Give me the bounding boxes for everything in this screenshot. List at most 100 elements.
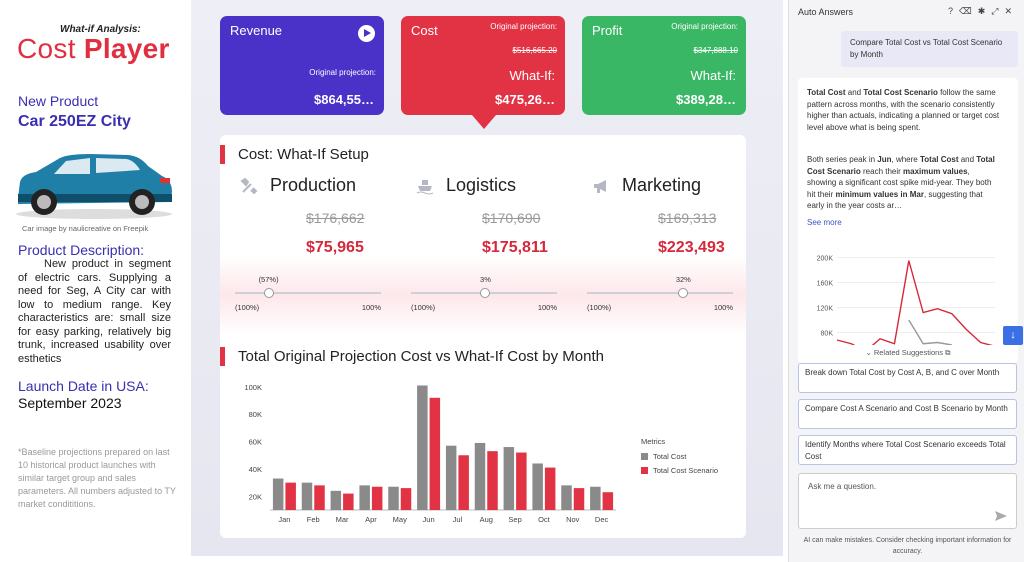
answer-mini-chart: 80K 120K 160K 200K [817, 256, 995, 345]
answer-card: Total Cost and Total Cost Scenario follo… [798, 78, 1023, 363]
bar-total-cost-scenario[interactable] [343, 493, 354, 510]
auto-answers-pane: Auto Answers ?⌫✱⤢✕ Compare Total Cost vs… [788, 0, 1024, 562]
play-icon[interactable] [358, 25, 375, 42]
bar-total-cost-scenario[interactable] [400, 488, 412, 510]
answer-paragraph-2: Both series peak in Jun, where Total Cos… [807, 155, 995, 210]
product-name: Car 250EZ City [18, 113, 131, 130]
bar-total-cost[interactable] [359, 485, 370, 510]
bar-total-cost[interactable] [301, 482, 313, 510]
revenue-card[interactable]: Revenue Original projection: $864,55… [220, 16, 384, 115]
bar-total-cost-scenario[interactable] [544, 467, 556, 510]
bar-total-cost-scenario[interactable] [516, 452, 527, 510]
x-tick-label: Jan [278, 515, 290, 524]
x-tick-label: May [393, 515, 407, 524]
column-title: Production [270, 175, 357, 195]
help-icon[interactable]: ? [947, 6, 959, 16]
slider-handle[interactable] [480, 288, 491, 298]
selected-card-pointer [472, 115, 496, 129]
slider-track[interactable] [235, 292, 381, 294]
slider-track[interactable] [587, 292, 733, 294]
bar-total-cost[interactable] [532, 463, 543, 510]
see-more-link[interactable]: See more [807, 218, 842, 227]
bar-total-cost-scenario[interactable] [487, 451, 498, 510]
question-placeholder: Ask me a question. [808, 482, 877, 491]
cost-orig-label: Original projection: [490, 22, 557, 31]
product-info-panel: What-if Analysis: Cost Player New Produc… [0, 0, 190, 562]
x-tick-label: Feb [307, 515, 320, 524]
cost-card[interactable]: Cost Original projection: $516,665.20 Wh… [401, 16, 565, 115]
bar-total-cost-scenario[interactable] [573, 488, 585, 510]
bar-total-cost[interactable] [445, 445, 457, 510]
slider-max: 100% [537, 303, 557, 312]
bar-total-cost-scenario[interactable] [285, 482, 296, 510]
slider-handle[interactable] [678, 288, 689, 298]
column-title: Logistics [446, 175, 517, 195]
suggestion-button[interactable]: Identify Months where Total Cost Scenari… [798, 435, 1017, 465]
slider-max: 100% [713, 303, 733, 312]
ship-icon [416, 177, 434, 195]
x-tick-label: Nov [566, 515, 580, 524]
mini-line-total [908, 319, 953, 345]
expand-icon[interactable]: ⤢ [991, 6, 1005, 16]
mini-y-tick: 200K [817, 256, 834, 263]
bar-total-cost-scenario[interactable] [371, 486, 383, 510]
original-cost: $169,313 [658, 210, 717, 226]
mini-y-tick: 120K [817, 306, 834, 313]
bar-total-cost[interactable] [388, 486, 399, 510]
bar-total-cost-scenario[interactable] [429, 397, 441, 510]
profit-orig-label: Original projection: [671, 22, 738, 31]
x-tick-label: Sep [508, 515, 521, 524]
related-suggestions-label: ⌄ Related Suggestions ⧉ [865, 348, 951, 357]
bar-total-cost[interactable] [330, 490, 342, 510]
launch-heading: Launch Date in USA: [18, 378, 149, 394]
launch-date: September 2023 [18, 395, 122, 411]
slider-min: (100%) [411, 303, 436, 312]
cost-by-month-chart: 20K 40K 60K 80K 100K Jan Feb Mar Apr May Jun Jul Aug… [244, 383, 718, 524]
pin-icon[interactable]: ✱ [977, 6, 992, 16]
bar-total-cost[interactable] [503, 447, 515, 510]
bar-total-cost[interactable] [272, 478, 284, 510]
scroll-down-icon[interactable]: ↓ [1003, 326, 1023, 345]
x-tick-label: Dec [595, 515, 609, 524]
cost-whatif-label: What-If: [509, 68, 555, 83]
suggestion-button[interactable]: Break down Total Cost by Cost A, B, and … [798, 363, 1017, 393]
eraser-icon[interactable]: ⌫ [958, 6, 978, 16]
cost-orig-value: $516,665.20 [512, 46, 558, 55]
profit-title: Profit [592, 23, 623, 38]
bar-total-cost[interactable] [417, 385, 428, 510]
slider-percent: (57%) [258, 275, 279, 284]
legend-label: Total Cost [653, 452, 687, 461]
disclaimer: AI can make mistakes. Consider checking … [803, 537, 1012, 555]
cost-title: Cost [411, 23, 438, 38]
car-image [16, 154, 172, 219]
bar-total-cost-scenario[interactable] [314, 485, 325, 510]
x-tick-label: Apr [365, 515, 377, 524]
bar-total-cost-scenario[interactable] [458, 455, 469, 510]
revenue-value: $864,55… [314, 92, 374, 107]
bar-total-cost[interactable] [474, 442, 486, 510]
image-credit: Car image by naulicreative on Freepik [22, 224, 149, 233]
megaphone-icon [592, 177, 610, 195]
whatif-panel: Cost: What-If Setup Production $176,662 $7… [220, 135, 746, 538]
slider-handle[interactable] [263, 288, 274, 298]
new-product-label: New Product [18, 93, 99, 109]
footnote: *Baseline projections prepared on last 1… [18, 447, 176, 509]
bar-total-cost[interactable] [561, 485, 572, 510]
x-tick-label: Oct [538, 515, 551, 524]
column-title: Marketing [622, 175, 702, 195]
description-heading: Product Description: [18, 242, 145, 258]
send-icon[interactable] [995, 510, 1007, 522]
question-input[interactable]: Ask me a question. [798, 473, 1017, 529]
y-tick-label: 80K [249, 410, 262, 419]
bar-total-cost-scenario[interactable] [602, 492, 614, 510]
pane-title: Auto Answers [798, 7, 854, 17]
suggestion-button[interactable]: Compare Cost A Scenario and Cost B Scena… [798, 399, 1017, 429]
y-tick-label: 60K [249, 438, 262, 447]
bar-total-cost[interactable] [590, 486, 601, 510]
x-tick-label: Jul [453, 515, 463, 524]
profit-card[interactable]: Profit Original projection: $347,888.10 … [582, 16, 746, 115]
slider-min: (100%) [587, 303, 612, 312]
close-icon[interactable]: ✕ [1004, 6, 1018, 16]
legend-title: Metrics [641, 437, 665, 446]
pane-toolbar: ?⌫✱⤢✕ [948, 6, 1018, 17]
